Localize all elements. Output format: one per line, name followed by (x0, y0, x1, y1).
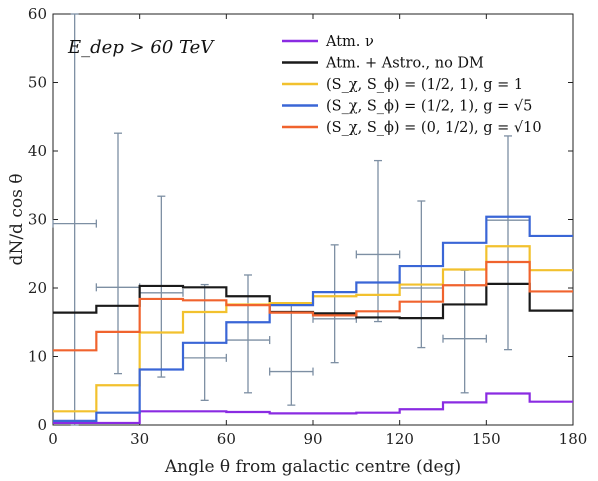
legend-label: (S_χ, S_ϕ) = (1/2, 1), g = √5 (326, 99, 532, 115)
legend-item: (S_χ, S_ϕ) = (1/2, 1), g = √5 (282, 99, 532, 115)
y-tick-label: 40 (28, 142, 47, 160)
y-tick-label: 10 (28, 348, 47, 366)
y-tick-label: 20 (28, 279, 47, 297)
data-point (485, 135, 531, 351)
y-axis-label: dN/d cos θ (7, 174, 27, 266)
series-line-4 (53, 260, 573, 352)
series-line-3 (53, 215, 573, 422)
legend: Atm. ν Atm. + Astro., no DM (S_χ, S_ϕ) = (… (282, 34, 542, 136)
x-tick-label: 150 (472, 430, 501, 448)
data-point (225, 274, 271, 394)
plot-area: 0 30 60 90 120 150 180 0 10 20 30 40 50 60 Angle θ fro… (7, 5, 587, 477)
data-point (399, 200, 444, 349)
y-tick-label: 0 (37, 416, 47, 434)
data-points-group (52, 13, 531, 426)
x-tick-label: 30 (130, 430, 149, 448)
legend-label: Atm. ν (325, 34, 374, 50)
legend-label: Atm. + Astro., no DM (325, 56, 484, 72)
series-line-2 (53, 245, 573, 413)
y-tick-label: 50 (28, 74, 47, 92)
plot-frame (52, 13, 574, 426)
x-axis-label: Angle θ from galactic centre (deg) (164, 457, 461, 477)
x-tick-label: 90 (303, 430, 322, 448)
legend-item: Atm. ν (282, 34, 374, 50)
data-point (355, 159, 401, 323)
legend-item: Atm. + Astro., no DM (282, 56, 484, 72)
x-tick-label: 0 (48, 430, 58, 448)
legend-item: (S_χ, S_ϕ) = (1/2, 1), g = 1 (282, 77, 523, 93)
data-point (269, 303, 314, 406)
legend-label: (S_χ, S_ϕ) = (0, 1/2), g = √10 (326, 120, 542, 136)
y-tick-label: 30 (28, 211, 47, 229)
x-tick-label: 60 (217, 430, 236, 448)
legend-label: (S_χ, S_ϕ) = (1/2, 1), g = 1 (326, 77, 523, 93)
x-tick-label: 180 (559, 430, 588, 448)
legend-item: (S_χ, S_ϕ) = (0, 1/2), g = √10 (282, 120, 542, 136)
y-tick-label: 60 (28, 5, 47, 23)
data-point (312, 244, 357, 364)
energy-cut-annotation: E_dep > 60 TeV (67, 37, 215, 58)
data-point (442, 269, 487, 394)
series-line-0 (53, 392, 573, 425)
data-point (52, 13, 97, 426)
data-point (95, 132, 141, 375)
x-tick-label: 120 (385, 430, 414, 448)
